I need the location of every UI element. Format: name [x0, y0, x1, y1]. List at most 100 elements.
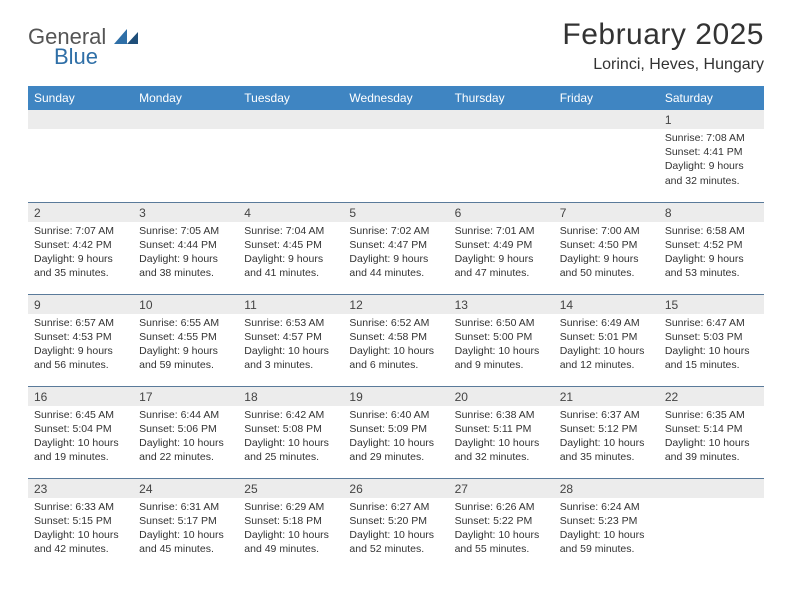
day-cell: 27Sunrise: 6:26 AMSunset: 5:22 PMDayligh…	[449, 478, 554, 570]
day-cell: 10Sunrise: 6:55 AMSunset: 4:55 PMDayligh…	[133, 294, 238, 386]
day-number: 17	[133, 387, 238, 406]
month-title: February 2025	[562, 18, 764, 52]
day-cell: 17Sunrise: 6:44 AMSunset: 5:06 PMDayligh…	[133, 386, 238, 478]
day-data: Sunrise: 6:37 AMSunset: 5:12 PMDaylight:…	[554, 406, 659, 471]
day-number: 22	[659, 387, 764, 406]
day-number: 7	[554, 203, 659, 222]
day-cell: 22Sunrise: 6:35 AMSunset: 5:14 PMDayligh…	[659, 386, 764, 478]
day-data: Sunrise: 6:53 AMSunset: 4:57 PMDaylight:…	[238, 314, 343, 379]
day-cell: 16Sunrise: 6:45 AMSunset: 5:04 PMDayligh…	[28, 386, 133, 478]
day-data: Sunrise: 6:52 AMSunset: 4:58 PMDaylight:…	[343, 314, 448, 379]
day-number	[238, 110, 343, 129]
day-cell: 21Sunrise: 6:37 AMSunset: 5:12 PMDayligh…	[554, 386, 659, 478]
day-number: 27	[449, 479, 554, 498]
calendar-body: 1Sunrise: 7:08 AMSunset: 4:41 PMDaylight…	[28, 110, 764, 570]
calendar-page: General Blue February 2025 Lorinci, Heve…	[0, 0, 792, 570]
day-number	[28, 110, 133, 129]
week-row: 23Sunrise: 6:33 AMSunset: 5:15 PMDayligh…	[28, 478, 764, 570]
calendar-table: Sunday Monday Tuesday Wednesday Thursday…	[28, 86, 764, 570]
day-cell	[659, 478, 764, 570]
day-number: 16	[28, 387, 133, 406]
day-data: Sunrise: 7:08 AMSunset: 4:41 PMDaylight:…	[659, 129, 764, 194]
day-number: 8	[659, 203, 764, 222]
title-block: February 2025 Lorinci, Heves, Hungary	[562, 18, 764, 74]
dow-monday: Monday	[133, 86, 238, 110]
day-number: 25	[238, 479, 343, 498]
day-number: 10	[133, 295, 238, 314]
day-cell: 2Sunrise: 7:07 AMSunset: 4:42 PMDaylight…	[28, 202, 133, 294]
day-number	[343, 110, 448, 129]
header: General Blue February 2025 Lorinci, Heve…	[28, 18, 764, 74]
logo-word-2: Blue	[54, 46, 140, 68]
day-data: Sunrise: 7:04 AMSunset: 4:45 PMDaylight:…	[238, 222, 343, 287]
day-data: Sunrise: 6:38 AMSunset: 5:11 PMDaylight:…	[449, 406, 554, 471]
day-cell: 26Sunrise: 6:27 AMSunset: 5:20 PMDayligh…	[343, 478, 448, 570]
day-cell: 15Sunrise: 6:47 AMSunset: 5:03 PMDayligh…	[659, 294, 764, 386]
day-number: 2	[28, 203, 133, 222]
logo-shape-icon	[112, 24, 140, 49]
day-number: 28	[554, 479, 659, 498]
week-row: 16Sunrise: 6:45 AMSunset: 5:04 PMDayligh…	[28, 386, 764, 478]
day-data: Sunrise: 6:50 AMSunset: 5:00 PMDaylight:…	[449, 314, 554, 379]
day-data: Sunrise: 6:47 AMSunset: 5:03 PMDaylight:…	[659, 314, 764, 379]
day-cell: 11Sunrise: 6:53 AMSunset: 4:57 PMDayligh…	[238, 294, 343, 386]
day-number: 15	[659, 295, 764, 314]
dow-tuesday: Tuesday	[238, 86, 343, 110]
day-data: Sunrise: 6:31 AMSunset: 5:17 PMDaylight:…	[133, 498, 238, 563]
day-number: 13	[449, 295, 554, 314]
day-cell: 3Sunrise: 7:05 AMSunset: 4:44 PMDaylight…	[133, 202, 238, 294]
day-cell: 13Sunrise: 6:50 AMSunset: 5:00 PMDayligh…	[449, 294, 554, 386]
day-number: 4	[238, 203, 343, 222]
day-data: Sunrise: 6:58 AMSunset: 4:52 PMDaylight:…	[659, 222, 764, 287]
day-data: Sunrise: 6:44 AMSunset: 5:06 PMDaylight:…	[133, 406, 238, 471]
day-cell	[343, 110, 448, 202]
day-cell	[28, 110, 133, 202]
day-cell: 14Sunrise: 6:49 AMSunset: 5:01 PMDayligh…	[554, 294, 659, 386]
day-cell: 8Sunrise: 6:58 AMSunset: 4:52 PMDaylight…	[659, 202, 764, 294]
week-row: 2Sunrise: 7:07 AMSunset: 4:42 PMDaylight…	[28, 202, 764, 294]
day-data: Sunrise: 6:24 AMSunset: 5:23 PMDaylight:…	[554, 498, 659, 563]
day-number: 9	[28, 295, 133, 314]
day-cell	[133, 110, 238, 202]
day-data: Sunrise: 6:49 AMSunset: 5:01 PMDaylight:…	[554, 314, 659, 379]
day-data: Sunrise: 7:05 AMSunset: 4:44 PMDaylight:…	[133, 222, 238, 287]
day-cell: 19Sunrise: 6:40 AMSunset: 5:09 PMDayligh…	[343, 386, 448, 478]
day-number: 12	[343, 295, 448, 314]
day-cell: 23Sunrise: 6:33 AMSunset: 5:15 PMDayligh…	[28, 478, 133, 570]
day-cell: 4Sunrise: 7:04 AMSunset: 4:45 PMDaylight…	[238, 202, 343, 294]
day-cell	[554, 110, 659, 202]
day-data: Sunrise: 7:01 AMSunset: 4:49 PMDaylight:…	[449, 222, 554, 287]
day-cell: 6Sunrise: 7:01 AMSunset: 4:49 PMDaylight…	[449, 202, 554, 294]
day-number	[659, 479, 764, 498]
day-cell: 18Sunrise: 6:42 AMSunset: 5:08 PMDayligh…	[238, 386, 343, 478]
week-row: 9Sunrise: 6:57 AMSunset: 4:53 PMDaylight…	[28, 294, 764, 386]
day-data: Sunrise: 7:02 AMSunset: 4:47 PMDaylight:…	[343, 222, 448, 287]
day-data: Sunrise: 6:26 AMSunset: 5:22 PMDaylight:…	[449, 498, 554, 563]
day-number	[133, 110, 238, 129]
dow-thursday: Thursday	[449, 86, 554, 110]
day-data: Sunrise: 7:00 AMSunset: 4:50 PMDaylight:…	[554, 222, 659, 287]
day-cell: 24Sunrise: 6:31 AMSunset: 5:17 PMDayligh…	[133, 478, 238, 570]
day-number: 11	[238, 295, 343, 314]
logo: General Blue	[28, 18, 140, 68]
day-number: 21	[554, 387, 659, 406]
day-cell: 1Sunrise: 7:08 AMSunset: 4:41 PMDaylight…	[659, 110, 764, 202]
day-data: Sunrise: 7:07 AMSunset: 4:42 PMDaylight:…	[28, 222, 133, 287]
day-cell: 7Sunrise: 7:00 AMSunset: 4:50 PMDaylight…	[554, 202, 659, 294]
day-number: 26	[343, 479, 448, 498]
day-data: Sunrise: 6:40 AMSunset: 5:09 PMDaylight:…	[343, 406, 448, 471]
week-row: 1Sunrise: 7:08 AMSunset: 4:41 PMDaylight…	[28, 110, 764, 202]
day-data: Sunrise: 6:33 AMSunset: 5:15 PMDaylight:…	[28, 498, 133, 563]
location: Lorinci, Heves, Hungary	[562, 56, 764, 74]
day-number: 6	[449, 203, 554, 222]
day-number: 19	[343, 387, 448, 406]
logo-text: General Blue	[28, 24, 140, 68]
day-cell: 5Sunrise: 7:02 AMSunset: 4:47 PMDaylight…	[343, 202, 448, 294]
day-cell	[238, 110, 343, 202]
day-number: 18	[238, 387, 343, 406]
day-number: 5	[343, 203, 448, 222]
day-number	[449, 110, 554, 129]
dow-friday: Friday	[554, 86, 659, 110]
day-number	[554, 110, 659, 129]
dow-sunday: Sunday	[28, 86, 133, 110]
